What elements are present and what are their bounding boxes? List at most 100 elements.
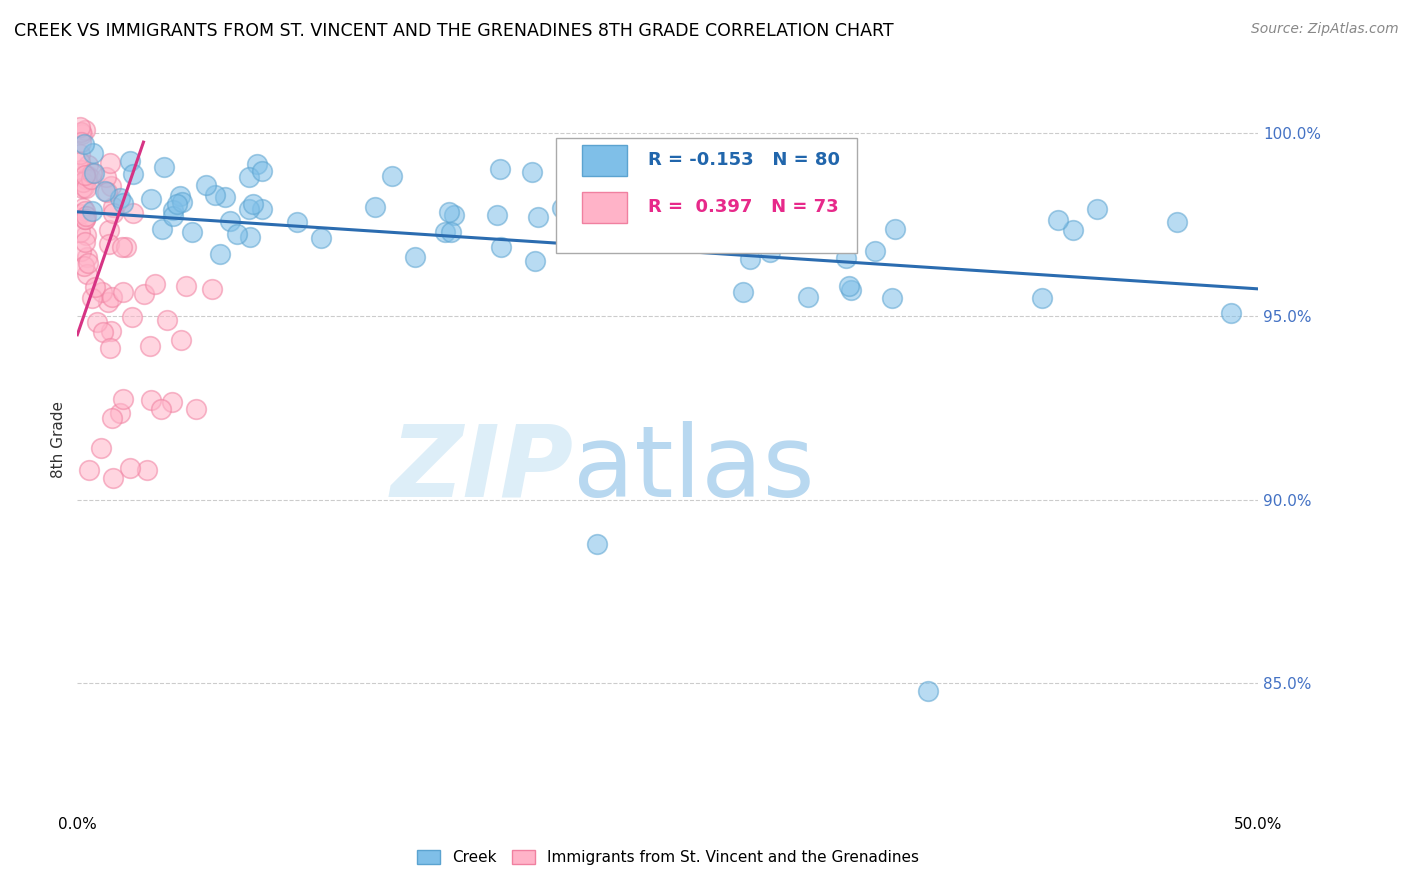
Point bbox=[73, 235, 96, 249]
Point bbox=[139, 339, 162, 353]
Point bbox=[77, 463, 100, 477]
Point bbox=[80, 172, 103, 186]
Legend: Creek, Immigrants from St. Vincent and the Grenadines: Creek, Immigrants from St. Vincent and t… bbox=[411, 844, 925, 871]
Point bbox=[96, 185, 118, 199]
Point bbox=[489, 240, 512, 254]
Point bbox=[69, 207, 91, 221]
Point bbox=[150, 222, 173, 236]
Point bbox=[153, 160, 176, 174]
Point bbox=[98, 236, 121, 251]
FancyBboxPatch shape bbox=[582, 145, 627, 177]
Point bbox=[917, 683, 939, 698]
Point bbox=[86, 315, 108, 329]
Point bbox=[98, 222, 121, 236]
Point bbox=[1219, 306, 1241, 320]
Text: R = -0.153   N = 80: R = -0.153 N = 80 bbox=[648, 151, 839, 169]
Point bbox=[90, 442, 112, 456]
Point bbox=[120, 461, 142, 475]
Point bbox=[239, 229, 262, 244]
Point bbox=[214, 190, 236, 204]
Point bbox=[156, 313, 179, 327]
Point bbox=[364, 200, 387, 214]
Point bbox=[1046, 213, 1069, 227]
Point bbox=[139, 192, 162, 206]
Point bbox=[77, 158, 100, 172]
Point bbox=[381, 169, 404, 184]
Point bbox=[486, 209, 509, 223]
Point bbox=[524, 253, 547, 268]
Point bbox=[82, 291, 104, 305]
Point bbox=[404, 250, 426, 264]
Point bbox=[93, 184, 115, 198]
Point bbox=[586, 537, 609, 551]
Point bbox=[69, 155, 91, 169]
Point bbox=[93, 325, 115, 339]
Point bbox=[488, 161, 510, 176]
Point bbox=[250, 202, 273, 216]
Point bbox=[170, 333, 193, 347]
Point bbox=[162, 202, 184, 217]
Point bbox=[1166, 215, 1188, 229]
Point bbox=[839, 284, 862, 298]
Point bbox=[72, 181, 94, 195]
Point bbox=[883, 221, 905, 235]
Point bbox=[72, 202, 94, 216]
Point bbox=[443, 208, 465, 222]
Point bbox=[75, 209, 97, 223]
Point bbox=[880, 291, 903, 305]
Point bbox=[108, 406, 131, 420]
Point bbox=[440, 225, 463, 239]
Text: ZIP: ZIP bbox=[391, 421, 574, 517]
Point bbox=[100, 324, 122, 338]
Point bbox=[834, 211, 856, 225]
Point bbox=[111, 392, 134, 406]
Point bbox=[70, 135, 93, 149]
Point bbox=[114, 239, 136, 253]
Point bbox=[731, 285, 754, 299]
Point bbox=[1062, 223, 1084, 237]
Point bbox=[121, 206, 143, 220]
Point bbox=[76, 267, 98, 281]
Point bbox=[112, 285, 135, 300]
Point bbox=[835, 251, 858, 265]
Point bbox=[1085, 202, 1108, 216]
Point bbox=[83, 280, 105, 294]
Point bbox=[82, 166, 104, 180]
Point bbox=[135, 463, 157, 477]
Point bbox=[73, 212, 96, 227]
Point bbox=[759, 244, 782, 259]
Text: R =  0.397   N = 73: R = 0.397 N = 73 bbox=[648, 198, 838, 216]
Point bbox=[238, 202, 260, 217]
Point bbox=[160, 395, 183, 409]
Point bbox=[100, 178, 122, 193]
Point bbox=[111, 240, 134, 254]
Point bbox=[195, 178, 218, 192]
Point bbox=[309, 231, 332, 245]
Point bbox=[740, 252, 762, 266]
Point bbox=[174, 278, 197, 293]
Point bbox=[238, 170, 260, 185]
Point bbox=[75, 181, 97, 195]
Point bbox=[75, 169, 97, 183]
Point bbox=[204, 187, 226, 202]
Point bbox=[70, 163, 93, 178]
Point bbox=[73, 137, 96, 152]
Point bbox=[184, 402, 207, 417]
Point bbox=[838, 279, 860, 293]
Point bbox=[72, 175, 94, 189]
Point bbox=[96, 169, 118, 184]
Point bbox=[118, 153, 141, 168]
Point bbox=[439, 205, 461, 219]
Point bbox=[69, 120, 91, 135]
Point bbox=[134, 286, 156, 301]
Point bbox=[73, 179, 96, 194]
Point bbox=[645, 207, 668, 221]
Point bbox=[98, 156, 121, 170]
Point bbox=[97, 294, 120, 309]
Point bbox=[75, 204, 97, 219]
Point bbox=[799, 202, 821, 216]
Point bbox=[433, 225, 456, 239]
Point bbox=[69, 146, 91, 161]
Point bbox=[551, 201, 574, 215]
Point bbox=[797, 290, 820, 304]
